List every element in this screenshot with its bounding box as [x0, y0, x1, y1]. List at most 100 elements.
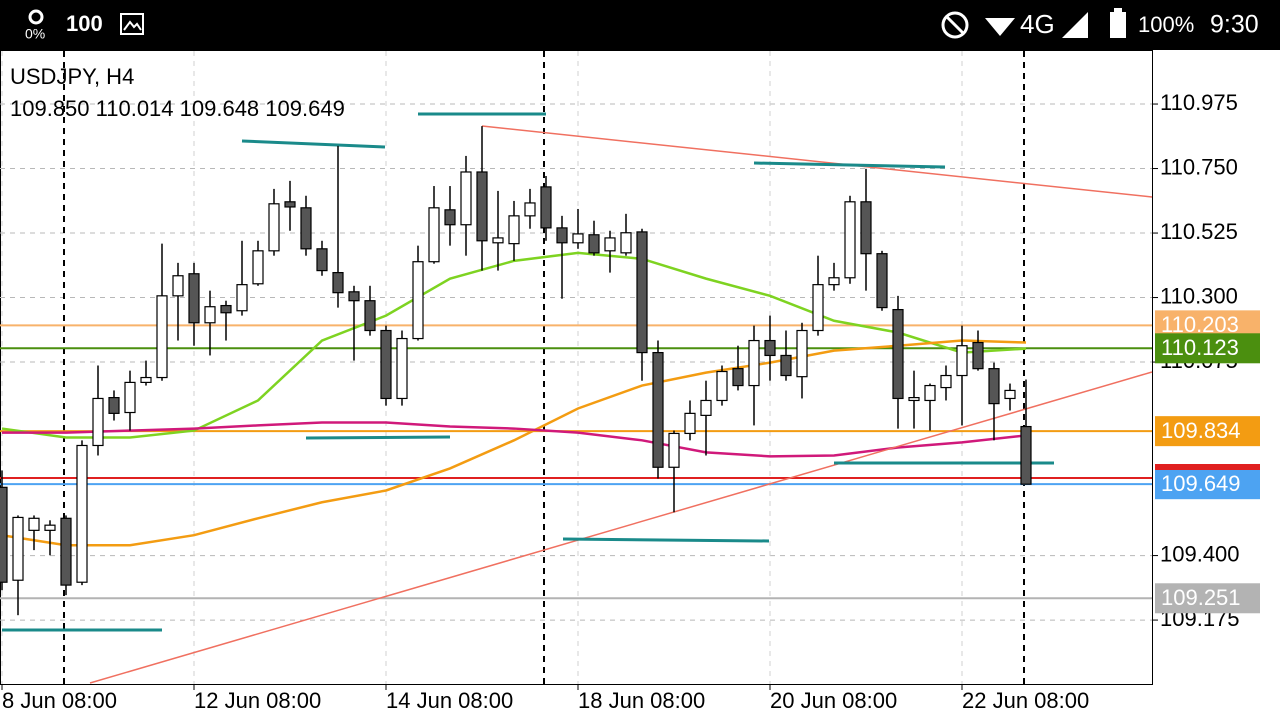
trendlines	[89, 125, 1153, 684]
candle-body	[940, 374, 952, 389]
support-resistance-marks	[2, 112, 1054, 632]
candle-body	[588, 234, 600, 254]
moving-average	[2, 421, 1027, 458]
candle-body	[364, 300, 376, 332]
ohlc-readout: 109.850 110.014 109.648 109.649	[10, 96, 345, 121]
price-level-box	[1155, 333, 1260, 364]
candle-body	[684, 412, 696, 435]
candle-body	[604, 237, 616, 252]
candle-body	[524, 202, 536, 217]
candle-body	[204, 306, 216, 324]
candle-body	[76, 444, 88, 583]
candle-body	[156, 295, 168, 379]
clock: 9:30	[1210, 11, 1259, 39]
candle-body	[60, 517, 72, 586]
candle-body	[668, 432, 680, 468]
candle-body	[44, 524, 56, 531]
candle-body	[636, 231, 648, 354]
x-tick-label: 12 Jun 08:00	[194, 688, 321, 713]
candle-body	[12, 516, 24, 581]
candles	[0, 126, 1032, 616]
chart-title: USDJPY, H4	[10, 64, 134, 89]
candle-body	[348, 291, 360, 302]
candle-body	[268, 203, 280, 252]
price-level-label: 110.203	[1161, 312, 1239, 337]
candle-body	[828, 277, 840, 286]
candle-body	[444, 209, 456, 226]
candle-body	[764, 339, 776, 357]
candle-body	[124, 381, 136, 414]
candle-body	[988, 368, 1000, 405]
status-bar	[0, 0, 1280, 50]
candle-body	[220, 304, 232, 314]
candle-body	[396, 337, 408, 400]
price-level-label: 109.834	[1161, 418, 1241, 443]
x-tick-label: 20 Jun 08:00	[770, 688, 897, 713]
candle-body	[732, 368, 744, 387]
candle-body	[508, 215, 520, 245]
y-tick-label: 110.525	[1160, 219, 1238, 244]
candle-body	[556, 227, 568, 244]
candle-body	[956, 345, 968, 377]
candle-body	[652, 351, 664, 468]
candle-body	[780, 354, 792, 377]
candle-body	[908, 397, 920, 402]
candle-body	[492, 237, 504, 244]
network: 4G	[1020, 9, 1055, 39]
candle-body	[892, 308, 904, 400]
candle-body	[876, 253, 888, 309]
candle-body	[716, 370, 728, 402]
candle-body	[748, 339, 760, 387]
price-level-label: 109.251	[1161, 585, 1241, 610]
y-tick-label: 110.300	[1160, 283, 1238, 308]
candle-body	[380, 329, 392, 400]
y-tick-label: 110.750	[1160, 154, 1238, 179]
candle-body	[316, 248, 328, 272]
battery-saver: 0%	[25, 26, 45, 42]
candle-body	[860, 201, 872, 255]
price-level-label: 109.649	[1161, 471, 1241, 496]
axis-labels: 110.975110.750110.525110.300110.075109.4…	[1, 90, 1260, 713]
candle-body	[540, 186, 552, 229]
price-level-box	[1155, 469, 1260, 500]
candle-body	[844, 201, 856, 279]
x-tick-label: 22 Jun 08:00	[962, 688, 1089, 713]
candle-body	[460, 171, 472, 226]
moving-average	[1, 339, 1027, 547]
candle-body	[92, 397, 104, 447]
candle-body	[172, 275, 184, 297]
y-tick-label: 109.400	[1160, 541, 1240, 566]
candle-body	[812, 284, 824, 332]
price-level-box	[1155, 583, 1260, 614]
candle-body	[924, 384, 936, 402]
candle-body	[0, 486, 8, 583]
candle-body	[700, 399, 712, 416]
status-icons	[28, 8, 1126, 39]
candle-body	[428, 207, 440, 263]
candle-body	[140, 376, 152, 384]
ask-label-edge	[1155, 464, 1260, 470]
battery: 100%	[1138, 12, 1194, 37]
candle-body	[796, 329, 808, 378]
price-level-box	[1155, 416, 1260, 447]
candle-body	[28, 517, 40, 531]
x-tick-label: 8 Jun 08:00	[2, 688, 117, 713]
candle-body	[284, 201, 296, 208]
price-level-label: 110.123	[1161, 335, 1239, 360]
candle-body	[572, 233, 584, 244]
candle-body	[972, 341, 984, 370]
candle-body	[1020, 425, 1032, 485]
candle-body	[476, 171, 488, 242]
y-tick-label: 110.975	[1160, 90, 1238, 115]
x-tick-label: 18 Jun 08:00	[578, 688, 705, 713]
x-tick-label: 14 Jun 08:00	[386, 688, 513, 713]
grid	[0, 51, 1152, 684]
candle-body	[300, 207, 312, 250]
candle-body	[332, 272, 344, 294]
candle-body	[188, 273, 200, 324]
notification: 100	[66, 11, 103, 36]
candle-body	[412, 261, 424, 340]
candle-body	[236, 284, 248, 312]
